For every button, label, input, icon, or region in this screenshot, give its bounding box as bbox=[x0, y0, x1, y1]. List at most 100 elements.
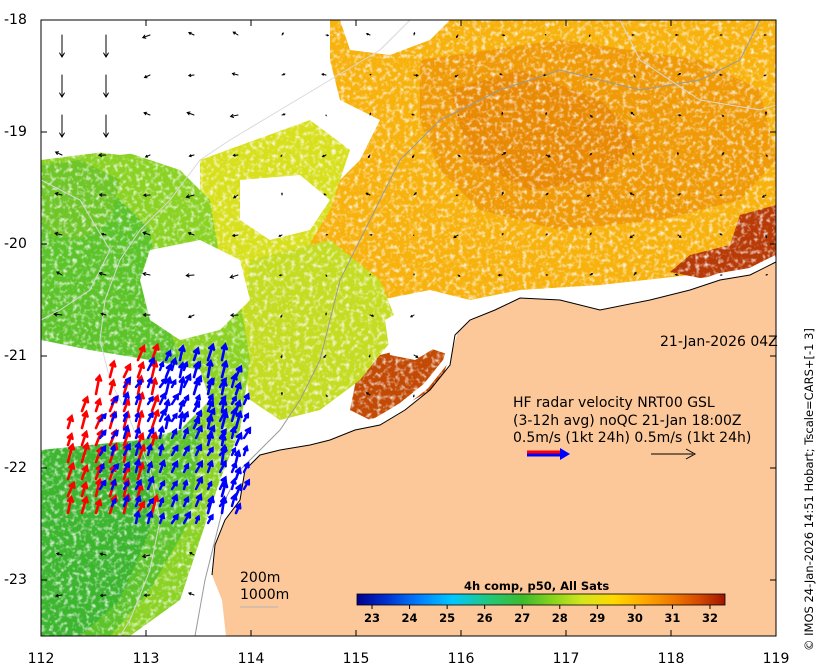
current-arrow bbox=[59, 74, 65, 98]
current-arrow bbox=[98, 193, 107, 197]
current-arrow bbox=[413, 354, 419, 358]
lon-tick-label: 117 bbox=[552, 651, 580, 667]
current-arrow bbox=[499, 73, 503, 76]
radar-arrow-a bbox=[80, 409, 89, 430]
radar-arrow-a bbox=[66, 494, 75, 515]
radar-arrow-a bbox=[150, 431, 158, 447]
current-arrow bbox=[323, 193, 327, 196]
colorbar-tick-label: 24 bbox=[401, 611, 418, 625]
radar-arrow-b bbox=[206, 459, 214, 474]
current-arrow bbox=[409, 314, 415, 318]
current-arrow bbox=[59, 114, 65, 138]
radar-arrow-b bbox=[242, 461, 250, 474]
radar-arrow-b bbox=[206, 480, 213, 491]
radar-arrow-b bbox=[206, 399, 215, 413]
current-arrow bbox=[677, 72, 682, 76]
current-arrow bbox=[674, 273, 679, 276]
radar-arrow-b bbox=[230, 372, 238, 389]
current-arrow bbox=[142, 231, 151, 236]
current-arrow bbox=[674, 33, 679, 36]
radar-arrow-b bbox=[234, 483, 243, 498]
current-arrow bbox=[367, 154, 371, 159]
radar-arrow-a bbox=[80, 480, 89, 498]
current-arrow bbox=[185, 194, 195, 199]
radar-arrow-b bbox=[230, 395, 237, 406]
current-arrow bbox=[765, 234, 768, 239]
radar-arrow-a bbox=[122, 362, 132, 379]
radar-arrow-b bbox=[182, 394, 190, 406]
radar-arrow-b bbox=[98, 429, 107, 440]
current-arrow bbox=[412, 394, 415, 398]
current-arrow bbox=[187, 73, 195, 77]
radar-arrow-b bbox=[234, 409, 243, 430]
radar-arrow-b bbox=[158, 377, 168, 389]
current-arrow bbox=[280, 314, 283, 318]
current-arrow bbox=[413, 192, 417, 196]
radar-arrow-b bbox=[122, 461, 131, 474]
radar-arrow-a bbox=[108, 378, 116, 396]
radar-arrow-b bbox=[170, 392, 180, 406]
nodata-centre bbox=[140, 240, 250, 340]
map-plot-area bbox=[41, 20, 776, 636]
radar-arrow-b bbox=[110, 395, 119, 406]
current-arrow bbox=[718, 73, 723, 76]
current-arrow bbox=[763, 34, 767, 36]
radar-arrow-a bbox=[150, 493, 160, 515]
current-arrow bbox=[143, 111, 151, 116]
radar-arrow-b bbox=[110, 410, 118, 423]
radar-arrow-b bbox=[242, 444, 249, 457]
radar-arrow-b bbox=[122, 442, 131, 457]
radar-arrow-a bbox=[150, 393, 160, 413]
radar-arrow-a bbox=[80, 441, 90, 464]
radar-arrow-a bbox=[66, 461, 76, 481]
current-arrow bbox=[633, 271, 637, 276]
radar-arrow-a bbox=[94, 498, 103, 515]
current-arrow bbox=[281, 113, 286, 116]
radar-arrow-b bbox=[134, 426, 141, 440]
current-vectors bbox=[53, 31, 769, 598]
colorbar-tick-label: 27 bbox=[514, 611, 531, 625]
radar-arrow-b bbox=[234, 466, 242, 481]
colorbar-tick-label: 31 bbox=[664, 611, 681, 625]
radar-arrow-b bbox=[194, 459, 204, 474]
colorbar-tick-label: 32 bbox=[701, 611, 718, 625]
lat-tick-label: -18 bbox=[4, 12, 27, 28]
current-arrow bbox=[676, 151, 679, 156]
radar-arrow-b bbox=[158, 496, 165, 508]
radar-arrow-a bbox=[66, 480, 76, 498]
radar-arrow-b bbox=[134, 494, 142, 508]
radar-arrow-b bbox=[206, 377, 215, 389]
radar-arrow-b bbox=[122, 390, 130, 406]
current-arrow bbox=[143, 74, 151, 79]
radar-arrow-b bbox=[178, 375, 186, 396]
current-arrow bbox=[99, 552, 107, 556]
current-arrow bbox=[413, 31, 416, 36]
contour-1000m-label: 1000m bbox=[240, 587, 290, 603]
current-arrow bbox=[232, 31, 239, 36]
radar-arrow-b bbox=[170, 427, 178, 440]
nodata-mid bbox=[240, 175, 330, 240]
current-arrow bbox=[325, 394, 328, 398]
current-arrow bbox=[545, 192, 549, 196]
current-arrow bbox=[369, 233, 373, 236]
current-arrow bbox=[144, 154, 151, 158]
current-arrow bbox=[142, 313, 151, 317]
radar-arrow-b bbox=[134, 458, 142, 474]
current-arrow bbox=[321, 154, 327, 158]
lat-tick-label: -20 bbox=[4, 236, 27, 252]
current-arrow bbox=[281, 73, 286, 76]
radar-arrow-b bbox=[206, 446, 214, 457]
current-arrow bbox=[630, 111, 635, 116]
radar-arrow-b bbox=[170, 444, 179, 457]
nodata-top-centre bbox=[340, 20, 450, 55]
radar-arrow-b bbox=[206, 407, 216, 423]
radar-arrow-b bbox=[230, 425, 237, 440]
radar-arrow-b bbox=[218, 377, 228, 389]
radar-arrow-b bbox=[146, 426, 155, 440]
current-arrow bbox=[589, 232, 592, 236]
radar-arrow-b bbox=[218, 475, 228, 491]
radar-arrow-a bbox=[80, 429, 89, 447]
radar-arrow-b bbox=[98, 479, 107, 491]
current-arrow bbox=[278, 274, 283, 277]
current-arrow bbox=[141, 554, 151, 559]
